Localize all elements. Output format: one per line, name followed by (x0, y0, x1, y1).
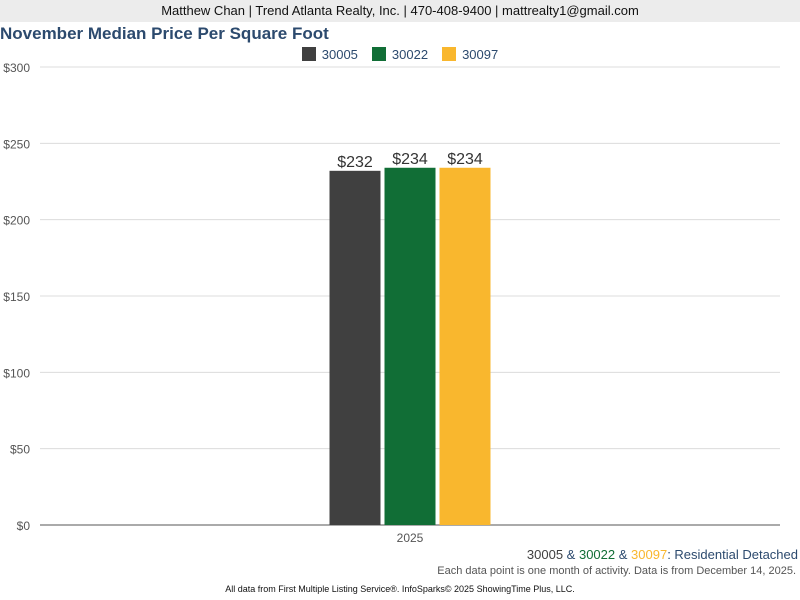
data-label-30022: $234 (392, 151, 428, 168)
y-tick-label: $0 (17, 519, 31, 533)
chart-subtitle: 30005 & 30022 & 30097: Residential Detac… (527, 547, 798, 562)
bar-30097-2025 (439, 167, 491, 525)
data-label-30005: $232 (337, 154, 373, 171)
subtitle-zip-30005: 30005 (526, 547, 564, 562)
footer-credits: All data from First Multiple Listing Ser… (225, 584, 575, 594)
x-tick-label: 2025 (397, 531, 424, 545)
bar-30022-2025 (384, 167, 436, 525)
subtitle-zip-30022: 30022 (578, 547, 616, 562)
y-tick-label: $300 (3, 61, 30, 75)
subtitle-amp-2: & (615, 547, 632, 562)
legend-item-30097[interactable]: 30097 (442, 46, 498, 62)
y-tick-label: $150 (3, 290, 30, 304)
legend-swatch-30022 (371, 47, 386, 61)
legend-swatch-30005 (301, 47, 316, 61)
legend-label-30097: 30097 (462, 46, 499, 62)
chart-legend: 30005 30022 30097 (0, 46, 800, 62)
agent-contact-bar: Matthew Chan | Trend Atlanta Realty, Inc… (0, 0, 800, 22)
legend-swatch-30097 (442, 47, 457, 61)
data-label-30097: $234 (447, 151, 483, 168)
legend-label-30022: 30022 (391, 46, 429, 62)
y-tick-label: $100 (3, 366, 30, 380)
legend-item-30005[interactable]: 30005 (301, 46, 358, 62)
legend-item-30022[interactable]: 30022 (371, 46, 429, 62)
data-note: Each data point is one month of activity… (437, 565, 796, 577)
subtitle-zip-30097: 30097 (631, 547, 668, 562)
subtitle-property-type: : Residential Detached (667, 547, 798, 562)
legend-label-30005: 30005 (321, 46, 358, 62)
chart-title: November Median Price Per Square Foot (0, 24, 329, 43)
y-tick-label: $250 (3, 137, 30, 151)
bar-30005-2025 (329, 170, 381, 525)
y-tick-label: $200 (3, 214, 30, 228)
y-tick-label: $50 (10, 443, 30, 457)
subtitle-amp-1: & (563, 547, 579, 562)
